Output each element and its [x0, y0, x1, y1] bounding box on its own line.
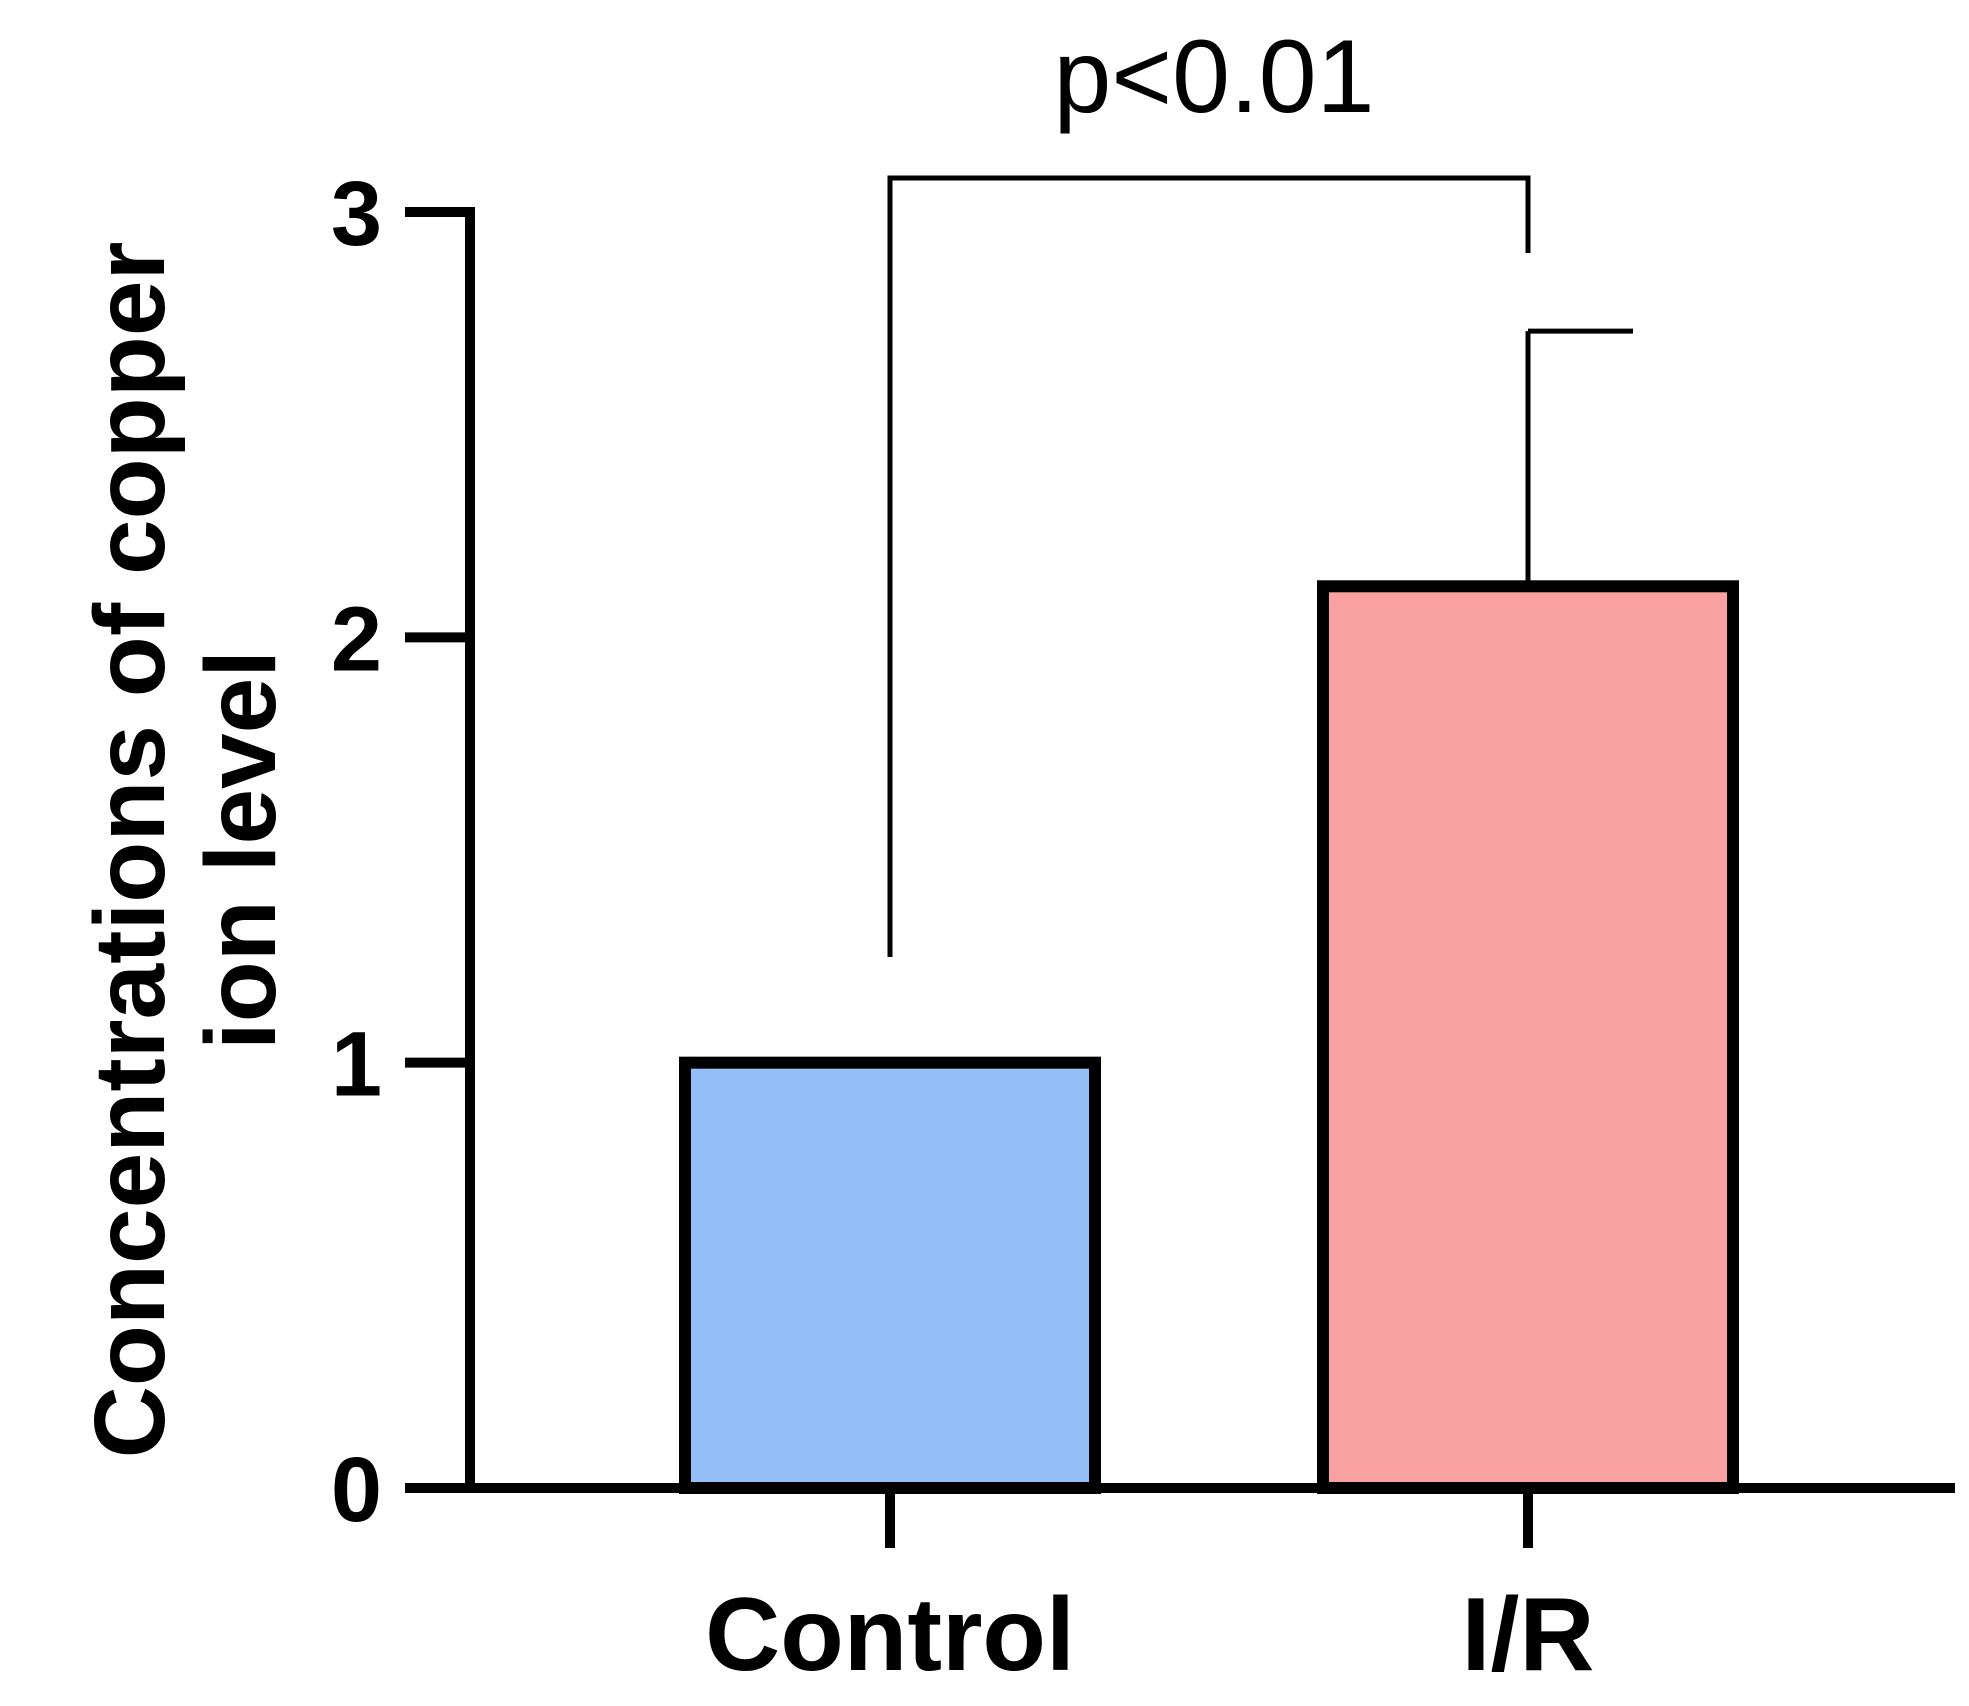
y-axis-label-line-2: ion level: [185, 650, 297, 1050]
x-tick-label-0: Control: [705, 1577, 1075, 1693]
y-tick-label-0: 0: [331, 1439, 382, 1541]
y-axis-label-line-1: Concentrations of copper: [74, 242, 186, 1459]
bar-control: [679, 1056, 1101, 1494]
significance-label: p<0.01: [1054, 19, 1375, 135]
significance-annotation: p<0.01: [887, 19, 1531, 957]
y-axis-ticks: 0 1 2 3: [331, 163, 470, 1541]
y-tick-label-1: 1: [331, 1014, 382, 1116]
y-axis-label: Concentrations of copper ion level: [74, 242, 297, 1459]
x-axis-ticks: Control I/R: [705, 1488, 1594, 1693]
y-tick-label-2: 2: [331, 588, 382, 690]
y-tick-label-3: 3: [331, 163, 382, 265]
bar-i-r: [1317, 580, 1739, 1494]
x-tick-label-1: I/R: [1462, 1577, 1595, 1693]
axes: [465, 207, 1955, 1493]
significance-bracket: [887, 175, 1531, 957]
error-bars: [1525, 328, 1633, 587]
bars: [679, 580, 1739, 1494]
